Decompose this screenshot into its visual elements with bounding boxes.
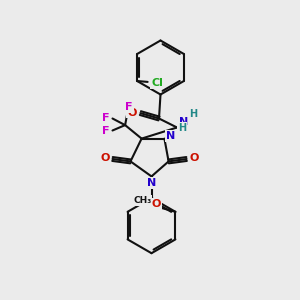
Text: F: F xyxy=(102,126,110,136)
Text: N: N xyxy=(167,131,176,141)
Text: O: O xyxy=(152,199,161,209)
Text: Cl: Cl xyxy=(151,78,163,88)
Text: N: N xyxy=(179,117,188,127)
Text: H: H xyxy=(189,109,198,119)
Text: O: O xyxy=(189,153,199,163)
Text: F: F xyxy=(125,102,133,112)
Text: O: O xyxy=(127,107,137,118)
Text: CH₃: CH₃ xyxy=(133,196,152,205)
Text: F: F xyxy=(102,112,110,123)
Text: O: O xyxy=(100,153,110,163)
Text: H: H xyxy=(178,123,186,133)
Text: N: N xyxy=(148,178,157,188)
